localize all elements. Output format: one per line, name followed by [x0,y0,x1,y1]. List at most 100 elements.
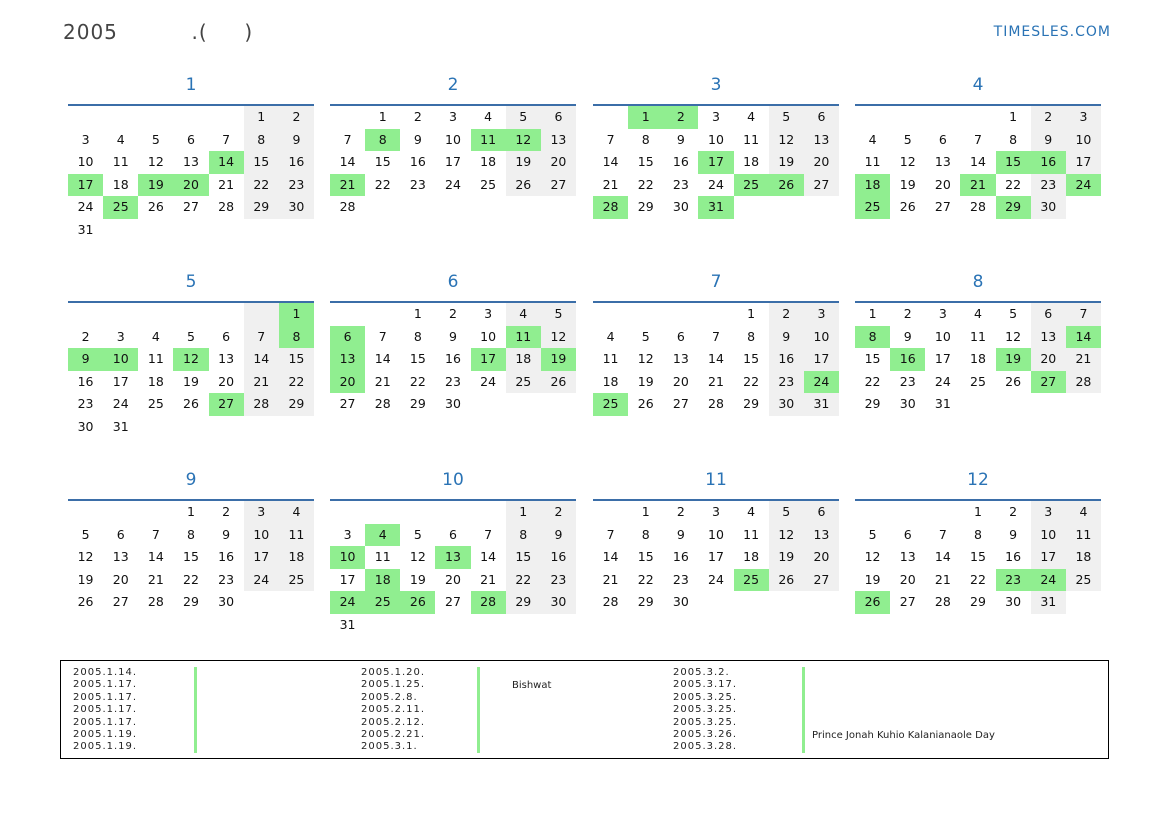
day-cell[interactable]: 26 [77,594,94,609]
day-cell[interactable]: 30 [77,418,94,434]
day-cell[interactable]: 19 [409,571,426,587]
day-cell[interactable]: 27 [672,396,689,411]
holiday-day-cell[interactable]: 13 [435,546,471,569]
day-cell[interactable]: 22 [183,571,199,587]
holiday-day-cell[interactable]: 19 [138,173,174,196]
day-cell[interactable]: 31 [803,393,839,416]
day-cell[interactable]: 23 [899,373,916,389]
day-cell[interactable]: 8 [974,526,982,542]
day-cell[interactable]: 30 [218,594,235,609]
day-cell[interactable]: 16 [672,549,689,564]
day-cell[interactable]: 27 [445,594,461,609]
day-cell[interactable]: 20 [112,571,129,587]
day-cell[interactable]: 1 [747,306,756,321]
day-cell[interactable]: 6 [803,501,839,524]
holiday-day-cell[interactable]: 14 [1065,325,1101,348]
day-cell[interactable]: 27 [899,594,916,609]
day-cell[interactable]: 21 [218,176,235,192]
day-cell[interactable]: 13 [934,154,951,169]
holiday-day-cell[interactable]: 28 [470,591,506,614]
day-cell[interactable]: 2 [903,306,912,321]
day-cell[interactable]: 23 [540,568,576,591]
holiday-day-cell[interactable]: 25 [733,173,769,196]
day-cell[interactable]: 9 [903,328,912,344]
day-cell[interactable]: 17 [243,546,279,569]
holiday-day-cell[interactable]: 29 [995,196,1031,219]
day-cell[interactable]: 7 [712,328,720,344]
day-cell[interactable]: 16 [409,154,426,169]
day-cell[interactable]: 26 [1005,373,1022,389]
day-cell[interactable]: 9 [676,131,685,147]
day-cell[interactable]: 6 [676,328,685,344]
day-cell[interactable]: 26 [768,568,804,591]
day-cell[interactable]: 6 [449,526,457,542]
day-cell[interactable]: 10 [1030,523,1066,546]
day-cell[interactable]: 19 [768,151,804,174]
day-cell[interactable]: 12 [768,523,804,546]
day-cell[interactable]: 12 [540,325,576,348]
day-cell[interactable]: 18 [1065,546,1101,569]
holiday-day-cell[interactable]: 14 [208,151,244,174]
day-cell[interactable]: 22 [278,370,314,393]
day-cell[interactable]: 23 [409,176,426,192]
day-cell[interactable]: 27 [112,594,129,609]
day-cell[interactable]: 2 [768,303,804,326]
day-cell[interactable]: 6 [540,106,576,129]
day-cell[interactable]: 23 [445,373,461,389]
day-cell[interactable]: 24 [112,396,129,411]
day-cell[interactable]: 14 [934,549,951,564]
day-cell[interactable]: 4 [151,328,160,344]
day-cell[interactable]: 12 [899,154,916,169]
holiday-day-cell[interactable]: 15 [995,151,1031,174]
day-cell[interactable]: 12 [147,154,164,169]
day-cell[interactable]: 6 [187,131,195,147]
day-cell[interactable]: 18 [147,373,164,389]
day-cell[interactable]: 23 [218,571,235,587]
day-cell[interactable]: 1 [505,501,541,524]
brand-link[interactable]: TIMESLES.COM [993,24,1111,40]
day-cell[interactable]: 3 [938,306,947,321]
day-cell[interactable]: 25 [480,176,497,192]
day-cell[interactable]: 4 [116,131,125,147]
day-cell[interactable]: 21 [1065,348,1101,371]
day-cell[interactable]: 19 [768,546,804,569]
day-cell[interactable]: 25 [970,373,986,389]
day-cell[interactable]: 5 [187,328,195,344]
day-cell[interactable]: 30 [672,199,689,214]
day-cell[interactable]: 18 [278,546,314,569]
day-cell[interactable]: 20 [803,546,839,569]
day-cell[interactable]: 7 [938,526,947,542]
day-cell[interactable]: 4 [747,109,756,124]
day-cell[interactable]: 11 [970,328,986,344]
holiday-day-cell[interactable]: 27 [208,393,244,416]
day-cell[interactable]: 7 [484,526,493,542]
day-cell[interactable]: 26 [505,173,541,196]
day-cell[interactable]: 3 [243,501,279,524]
day-cell[interactable]: 22 [743,373,760,389]
day-cell[interactable]: 10 [1065,128,1101,151]
day-cell[interactable]: 23 [77,396,94,411]
day-cell[interactable]: 27 [339,396,356,411]
day-cell[interactable]: 6 [1030,303,1066,326]
day-cell[interactable]: 10 [445,131,461,147]
day-cell[interactable]: 31 [934,396,951,411]
day-cell[interactable]: 3 [81,131,90,147]
day-cell[interactable]: 9 [222,526,231,542]
day-cell[interactable]: 27 [803,173,839,196]
holiday-day-cell[interactable]: 25 [593,393,629,416]
day-cell[interactable]: 15 [637,549,654,564]
holiday-day-cell[interactable]: 8 [278,325,314,348]
day-cell[interactable]: 6 [938,131,947,147]
day-cell[interactable]: 16 [540,546,576,569]
day-cell[interactable]: 5 [768,501,804,524]
holiday-day-cell[interactable]: 31 [698,196,734,219]
day-cell[interactable]: 25 [1065,568,1101,591]
day-cell[interactable]: 13 [540,128,576,151]
day-cell[interactable]: 10 [934,328,951,344]
day-cell[interactable]: 24 [480,373,497,389]
day-cell[interactable]: 8 [641,526,650,542]
day-cell[interactable]: 8 [641,131,650,147]
holiday-day-cell[interactable]: 24 [803,370,839,393]
day-cell[interactable]: 16 [445,351,461,366]
day-cell[interactable]: 2 [1030,106,1066,129]
